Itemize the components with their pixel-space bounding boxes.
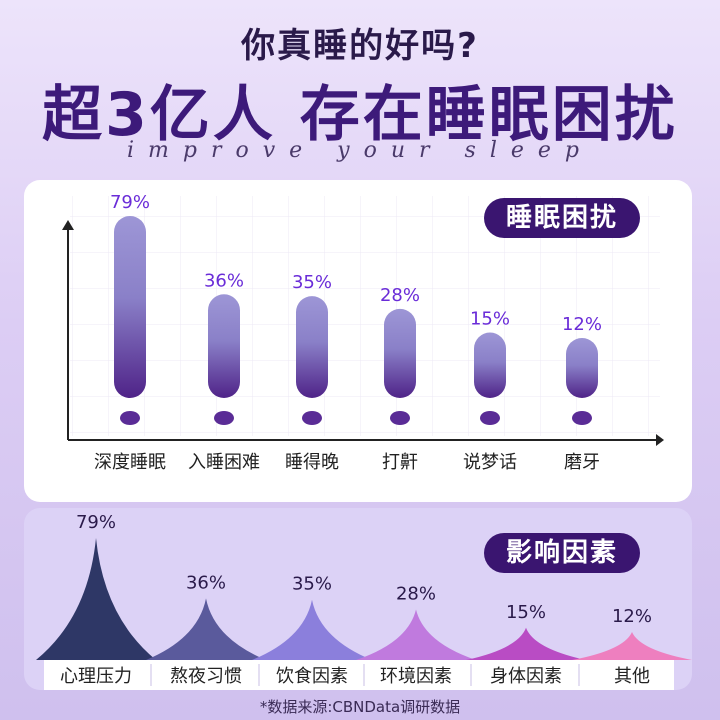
chart2-peak: [252, 599, 372, 660]
header-title: 超3亿人 存在睡眠困扰: [42, 80, 678, 150]
chart1-value-label: 36%: [204, 270, 244, 291]
chart1-value-label: 12%: [562, 314, 602, 335]
chart2-peak: [36, 538, 156, 660]
chart1-value-label: 28%: [380, 285, 420, 306]
chart1-value-label: 15%: [470, 309, 510, 330]
chart2-category-label: 心理压力: [60, 666, 132, 687]
chart2-peak: [572, 632, 692, 660]
chart1-title-badge: 睡眠困扰: [484, 198, 641, 238]
header-tagline: improve your sleep: [127, 138, 593, 163]
chart1-bar-dot: [120, 411, 140, 425]
chart1-category-label: 入睡困难: [188, 452, 260, 473]
header-subtitle: 你真睡的好吗?: [241, 26, 479, 66]
chart2-category-label: 其他: [614, 666, 650, 687]
chart1-bar-dot: [572, 411, 592, 425]
chart1-category-label: 深度睡眠: [94, 452, 166, 473]
chart1-category-label: 打鼾: [382, 452, 418, 473]
chart2-value-label: 36%: [186, 572, 226, 593]
chart1-bar-dot: [302, 411, 322, 425]
chart1-y-axis-arrow: [62, 220, 74, 230]
source-note: *数据来源:CBNData调研数据: [259, 698, 461, 716]
chart1-category-label: 说梦话: [463, 452, 517, 473]
chart2-category-label: 熬夜习惯: [170, 666, 242, 687]
chart2-value-label: 28%: [396, 584, 436, 605]
chart2-category-label: 身体因素: [490, 666, 562, 687]
chart2-category-strip: [44, 660, 674, 690]
chart1-bar: [474, 332, 506, 398]
chart1-bar-dot: [214, 411, 234, 425]
chart1-value-label: 35%: [292, 272, 332, 293]
chart1-bar: [384, 308, 416, 398]
chart2-category-label: 饮食因素: [276, 666, 348, 687]
chart1-category-label: 睡得晚: [285, 452, 339, 473]
chart2-category-label: 环境因素: [380, 666, 452, 687]
chart1-bar: [208, 294, 240, 398]
chart2-title-badge: 影响因素: [484, 533, 641, 573]
chart1-category-label: 磨牙: [564, 452, 600, 473]
chart2-peak: [356, 609, 476, 660]
chart1-bar: [566, 338, 598, 398]
chart1-bar: [114, 216, 146, 398]
chart1-x-axis-arrow: [656, 434, 664, 446]
chart2-value-label: 35%: [292, 574, 332, 595]
chart2-value-label: 79%: [76, 512, 116, 533]
chart2-peak: [146, 598, 266, 660]
chart2-peak: [466, 627, 586, 660]
chart1-value-label: 79%: [110, 192, 150, 213]
chart1-bar-dot: [390, 411, 410, 425]
chart1-bar-dot: [480, 411, 500, 425]
chart1-bar: [296, 296, 328, 398]
chart2-value-label: 15%: [506, 602, 546, 623]
chart2-value-label: 12%: [612, 606, 652, 627]
